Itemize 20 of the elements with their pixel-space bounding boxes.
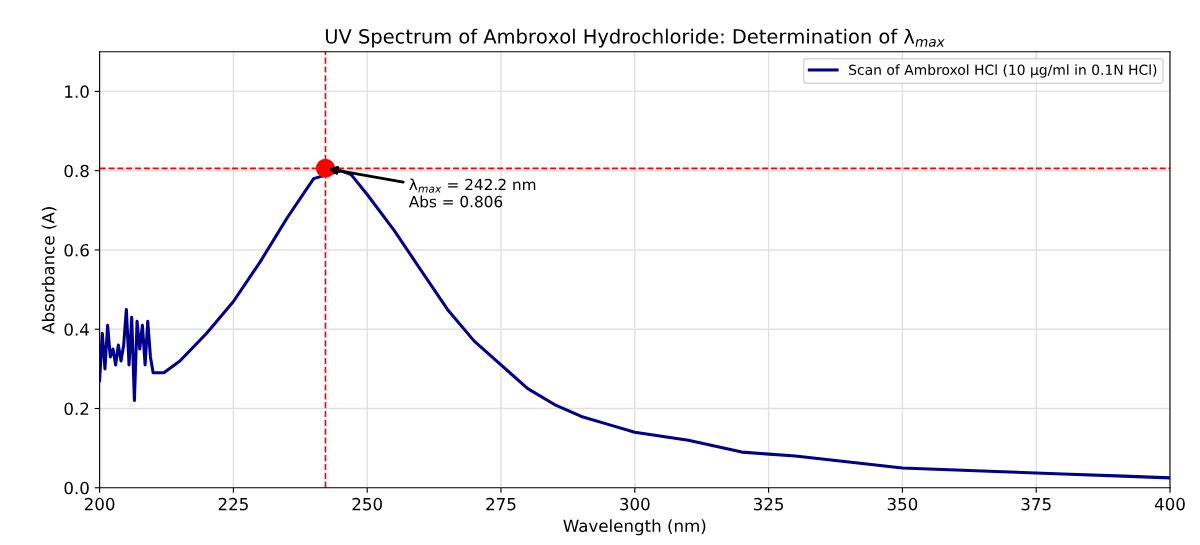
x-tick-label: 275 (486, 497, 516, 511)
y-tick-label: 1.0 (65, 85, 89, 98)
y-tick-label: 0.8 (64, 164, 89, 178)
x-tick-label: 225 (218, 497, 248, 511)
annotation: λ$_{max}$ = 242.2 nm Abs = 0.806 (408, 178, 536, 208)
x-axis-title: Wavelength (nm) (563, 519, 706, 536)
legend-label: Scan of Ambroxol HCl (10 µg/ml in 0.1N HCl) (849, 64, 1157, 78)
x-tick-label: 325 (753, 497, 784, 511)
y-tick-label: 0.0 (64, 481, 89, 495)
x-tick-label: 250 (352, 497, 382, 511)
x-tick-label: 375 (1021, 497, 1051, 511)
x-tick-label: 350 (887, 497, 918, 511)
y-tick-label: 0.4 (64, 323, 89, 336)
y-axis-title: Absorbance (A) (41, 207, 57, 334)
x-tick-label: 300 (620, 497, 650, 511)
y-tick-label: 0.2 (64, 402, 89, 416)
x-tick-label: 400 (1154, 497, 1185, 511)
x-tick-label: 200 (84, 497, 115, 511)
chart-title: UV Spectrum of Ambroxol Hydrochloride: Determination of λ$_{max}$ (325, 28, 945, 48)
y-tick-label: 0.6 (64, 243, 89, 257)
